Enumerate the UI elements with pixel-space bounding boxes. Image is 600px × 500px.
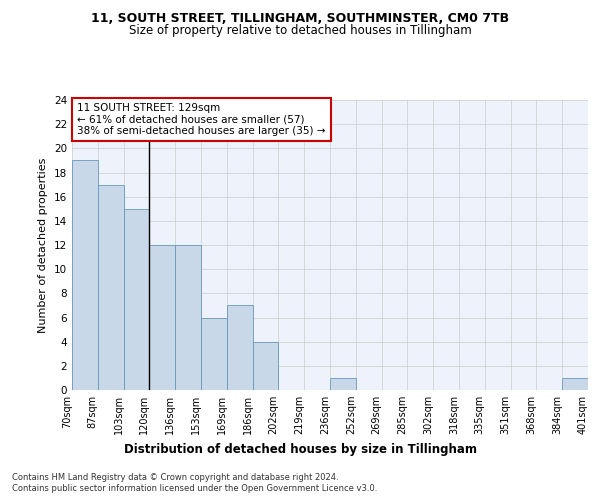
Bar [72,160,98,390]
Bar [253,342,278,390]
Text: 11, SOUTH STREET, TILLINGHAM, SOUTHMINSTER, CM0 7TB: 11, SOUTH STREET, TILLINGHAM, SOUTHMINST… [91,12,509,26]
Text: 11 SOUTH STREET: 129sqm
← 61% of detached houses are smaller (57)
38% of semi-de: 11 SOUTH STREET: 129sqm ← 61% of detache… [77,103,326,136]
Y-axis label: Number of detached properties: Number of detached properties [38,158,49,332]
Text: Contains HM Land Registry data © Crown copyright and database right 2024.: Contains HM Land Registry data © Crown c… [12,472,338,482]
Bar [201,318,227,390]
Bar [330,378,356,390]
Text: Size of property relative to detached houses in Tillingham: Size of property relative to detached ho… [128,24,472,37]
Text: Distribution of detached houses by size in Tillingham: Distribution of detached houses by size … [124,442,476,456]
Bar [124,209,149,390]
Bar [149,245,175,390]
Bar [562,378,588,390]
Bar [175,245,201,390]
Bar [98,184,124,390]
Text: Contains public sector information licensed under the Open Government Licence v3: Contains public sector information licen… [12,484,377,493]
Bar [227,306,253,390]
